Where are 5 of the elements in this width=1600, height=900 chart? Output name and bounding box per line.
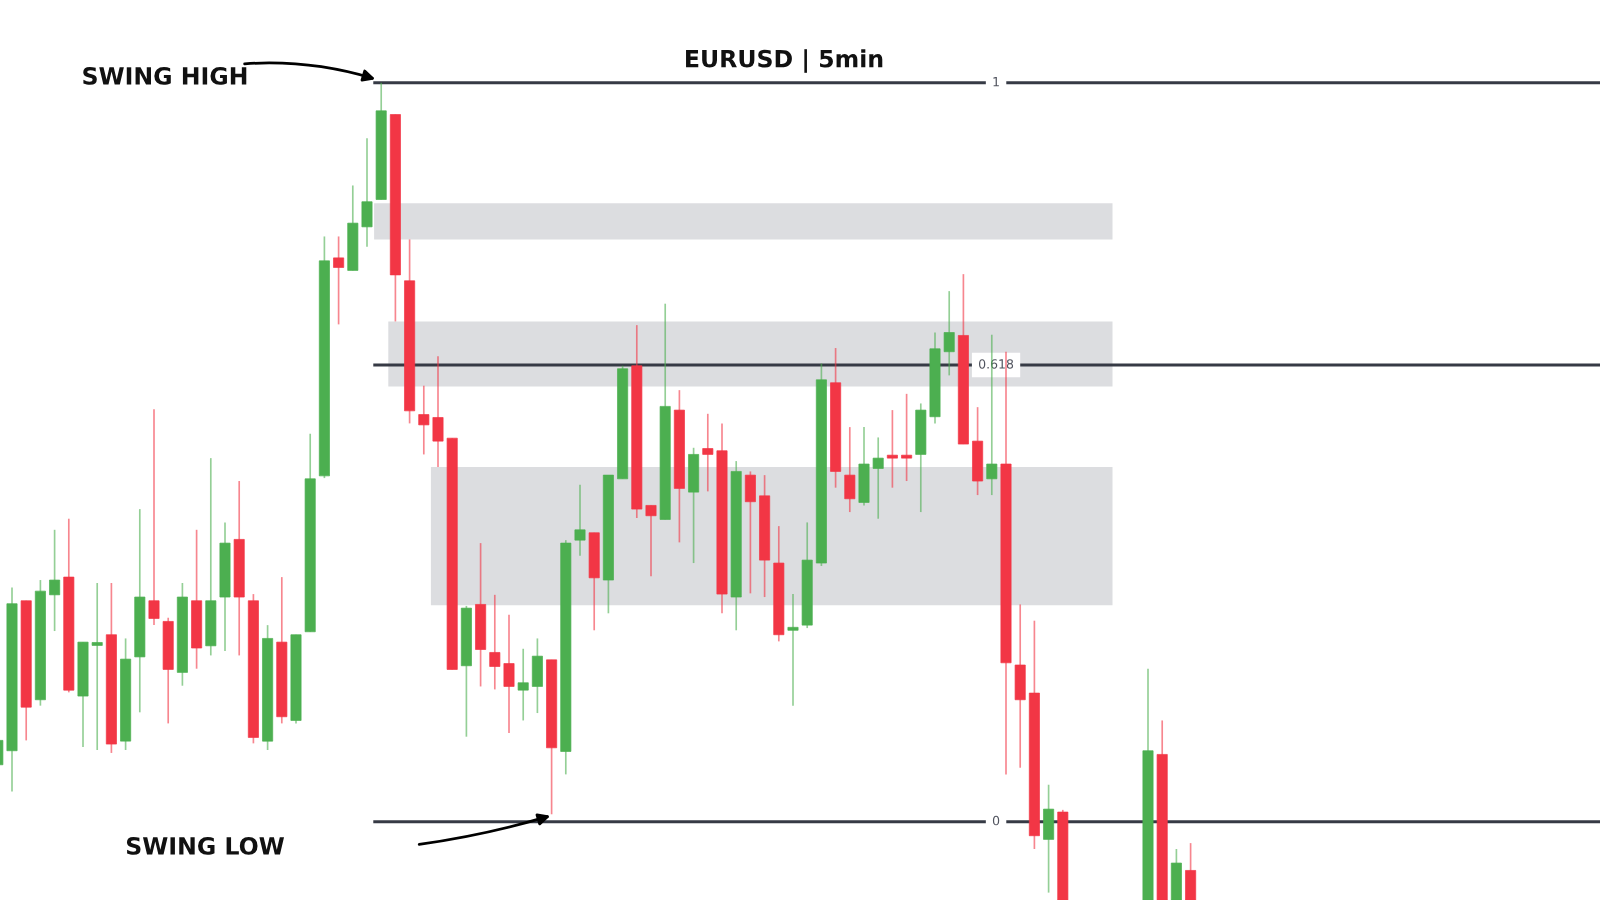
text: EURUSD | 5min bbox=[686, 49, 883, 73]
annotation: SWING HIGH bbox=[83, 66, 247, 85]
ref-line-label: 0 bbox=[992, 815, 1000, 826]
ref-line-label: 1 bbox=[993, 77, 999, 87]
annotation: SWING LOW bbox=[126, 836, 285, 855]
